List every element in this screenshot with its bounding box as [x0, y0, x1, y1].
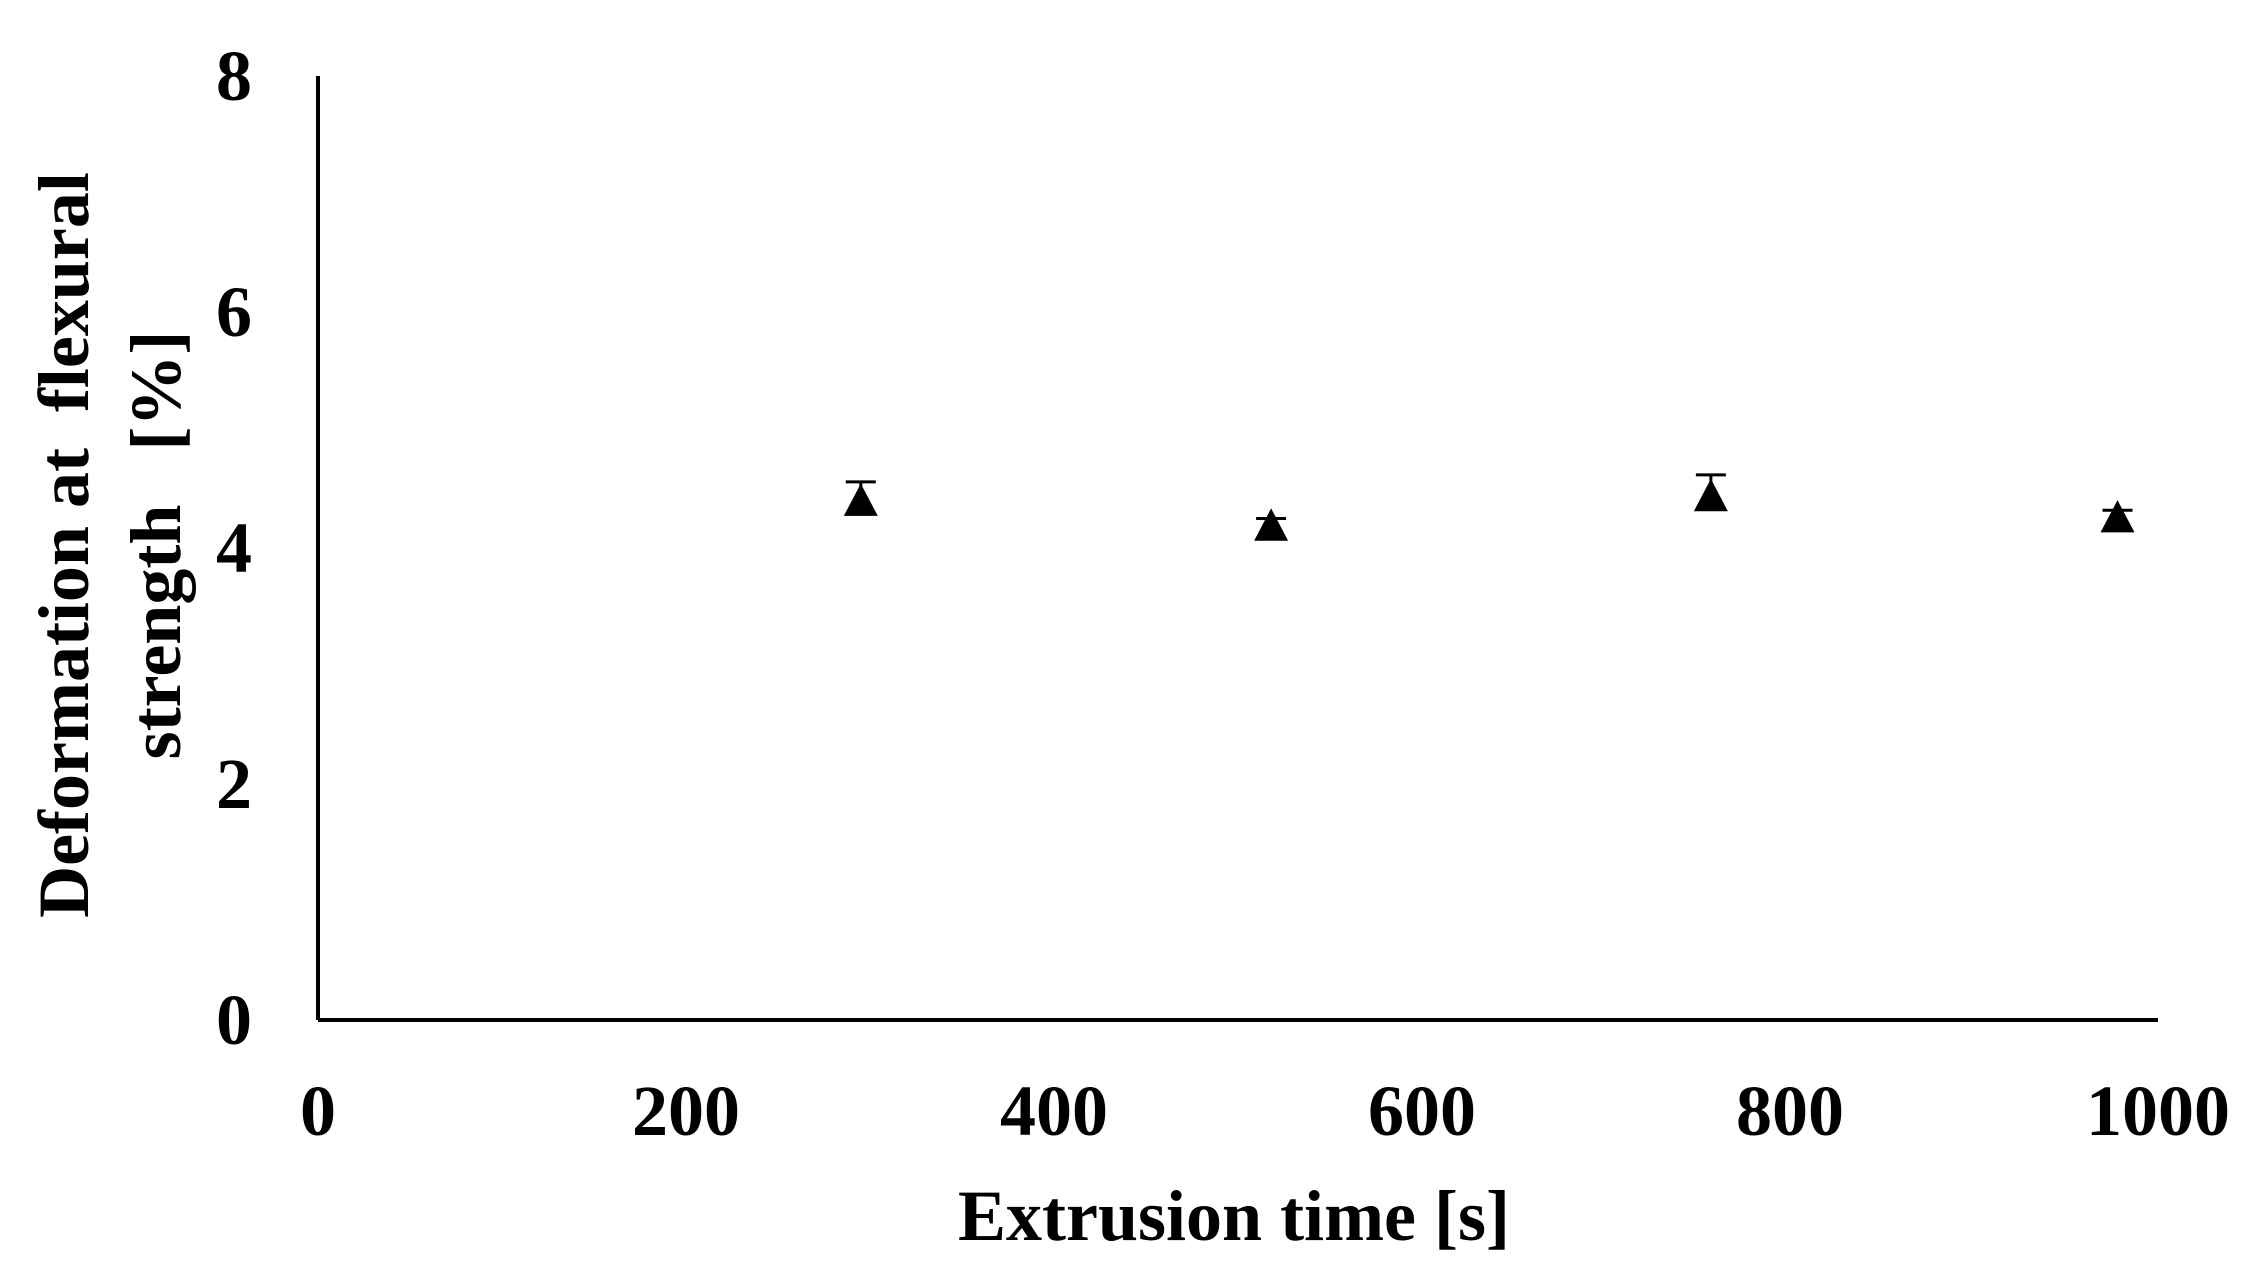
x-axis-title: Extrusion time [s]: [958, 1176, 1510, 1256]
data-point: [1254, 508, 1289, 541]
y-axis-title-line-2: strength [%]: [116, 331, 196, 760]
triangle-marker: [843, 483, 878, 516]
y-axis-title-line-1: Deformation at flexural: [24, 172, 104, 918]
y-tick-label: 4: [216, 508, 252, 588]
triangle-marker: [1254, 508, 1289, 541]
y-tick-label: 0: [216, 980, 252, 1060]
x-tick-label: 1000: [2086, 1071, 2230, 1151]
data-point: [843, 480, 878, 516]
y-tick-label: 2: [216, 744, 252, 824]
x-tick-label: 400: [1000, 1071, 1108, 1151]
data-point: [2100, 500, 2135, 533]
y-tick-label: 8: [216, 36, 252, 116]
data-points: [843, 473, 2135, 541]
x-tick-label: 200: [632, 1071, 740, 1151]
y-tick-labels: 0 2 4 6 8: [216, 36, 252, 1060]
data-point: [1693, 473, 1728, 512]
x-tick-labels: 0 200 400 600 800 1000: [300, 1071, 2230, 1151]
y-tick-label: 6: [216, 272, 252, 352]
y-axis-title: Deformation at flexural strength [%]: [24, 172, 196, 918]
x-tick-label: 0: [300, 1071, 336, 1151]
triangle-marker: [1693, 478, 1728, 512]
x-tick-label: 800: [1736, 1071, 1844, 1151]
x-tick-label: 600: [1368, 1071, 1476, 1151]
triangle-marker: [2100, 500, 2135, 533]
